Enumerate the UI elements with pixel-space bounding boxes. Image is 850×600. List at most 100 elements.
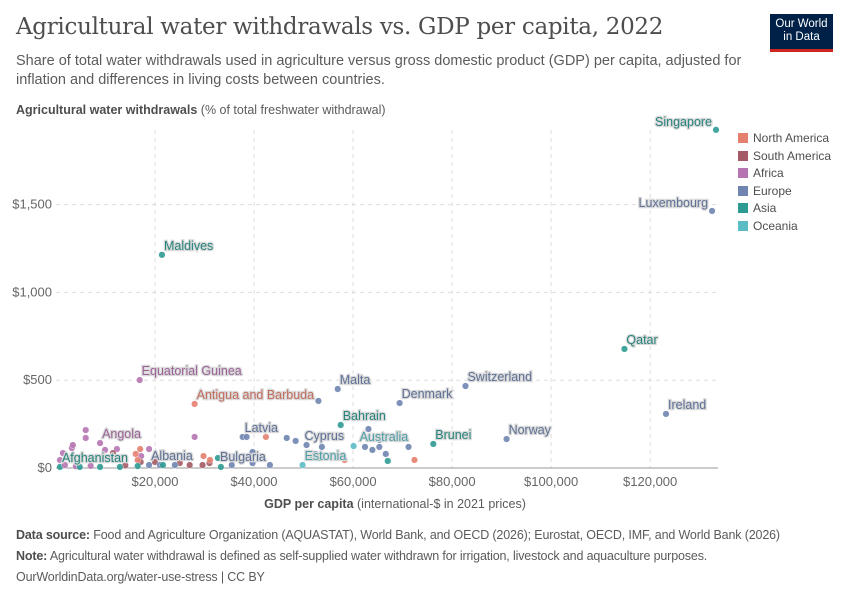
data-point (82, 426, 90, 434)
data-point (214, 454, 222, 462)
legend-swatch (738, 221, 748, 231)
data-point (620, 345, 628, 353)
note: Note: Agricultural water withdrawal is d… (16, 549, 707, 563)
data-point (56, 456, 64, 464)
y-axis-label: Agricultural water withdrawals (% of tot… (16, 103, 386, 117)
legend-item[interactable]: Africa (738, 166, 784, 180)
data-point (145, 461, 153, 469)
data-point (368, 446, 376, 454)
legend-swatch (738, 168, 748, 179)
point-label: Angola (102, 427, 141, 441)
y-axis-label-bold: Agricultural water withdrawals (16, 103, 198, 117)
data-point (384, 457, 392, 465)
point-label: Norway (509, 423, 552, 437)
x-tick-label: $120,000 (623, 474, 677, 489)
data-point (396, 399, 404, 407)
data-point (59, 449, 67, 457)
data-point (217, 463, 225, 471)
data-point (158, 251, 166, 259)
point-label: Denmark (402, 387, 453, 401)
legend-swatch (738, 133, 748, 143)
data-point (364, 425, 372, 433)
point-label: Brunei (435, 428, 471, 442)
data-point (375, 436, 383, 444)
data-point (303, 441, 311, 449)
point-label: Afghanistan (62, 451, 128, 465)
data-point (405, 443, 413, 451)
legend-label: Europe (753, 183, 792, 198)
source-link[interactable]: OurWorldinData.org/water-use-stress | CC… (16, 570, 265, 584)
source-label: Data source: (16, 528, 90, 542)
point-label: Singapore (655, 115, 712, 129)
data-point (134, 456, 142, 464)
point-label: Albania (151, 449, 193, 463)
x-axis-label-bold: GDP per capita (264, 497, 354, 511)
data-point (299, 461, 307, 469)
note-text: Agricultural water withdrawal is defined… (49, 549, 708, 563)
x-tick-label: $80,000 (429, 474, 476, 489)
data-point (262, 433, 270, 441)
data-point (315, 454, 323, 462)
legend-item[interactable]: Oceania (738, 219, 798, 233)
data-point (410, 456, 418, 464)
x-tick-label: $60,000 (330, 474, 377, 489)
x-axis-label-unit: (international-$ in 2021 prices) (357, 497, 526, 511)
point-label: Luxembourg (639, 196, 709, 210)
y-tick-label: $1,500 (12, 197, 52, 212)
data-point (82, 434, 90, 442)
data-point (96, 439, 104, 447)
y-axis-label-unit: (% of total freshwater withdrawal) (200, 103, 386, 117)
data-point (96, 463, 104, 471)
data-point (708, 207, 716, 215)
point-label: Maldives (164, 239, 213, 253)
legend-item[interactable]: North America (738, 131, 829, 145)
x-axis-label: GDP per capita (international-$ in 2021 … (0, 497, 790, 511)
y-tick-label: $0 (38, 460, 52, 475)
legend-swatch (738, 185, 748, 196)
data-point (249, 459, 257, 467)
data-point (429, 440, 437, 448)
point-label: Australia (360, 430, 409, 444)
legend-label: North America (753, 131, 830, 145)
note-label: Note: (16, 549, 48, 563)
y-tick-label: $500 (23, 372, 52, 387)
legend-item[interactable]: Europe (738, 184, 792, 198)
logo-line-2: in Data (783, 31, 820, 43)
point-label: Latvia (245, 421, 278, 435)
x-tick-label: $100,000 (524, 474, 578, 489)
data-point (382, 450, 390, 458)
x-tick-label: $20,000 (132, 474, 179, 489)
data-point (191, 400, 199, 408)
legend-swatch (738, 150, 748, 161)
data-point (101, 446, 109, 454)
chart-subtitle: Share of total water withdrawals used in… (16, 53, 742, 88)
data-point (341, 456, 349, 464)
data-point (249, 448, 257, 456)
data-point (136, 445, 144, 453)
data-point (308, 454, 316, 462)
owid-logo[interactable]: Our World in Data (770, 14, 833, 52)
logo-line-1: Our World (775, 18, 828, 30)
data-point (712, 126, 720, 134)
data-point (109, 449, 117, 457)
data-point (375, 443, 383, 451)
legend-label: South America (753, 148, 832, 163)
data-point (200, 452, 208, 460)
data-point (503, 435, 511, 443)
data-point (318, 443, 326, 451)
data-point (337, 421, 345, 429)
data-point (266, 461, 274, 469)
legend-item[interactable]: South America (738, 149, 831, 163)
data-point (186, 461, 194, 469)
data-point (159, 461, 167, 469)
legend-item[interactable]: Asia (738, 201, 776, 215)
point-label: Cyprus (305, 429, 345, 443)
data-point (136, 376, 144, 384)
data-point (314, 397, 322, 405)
data-point (134, 462, 142, 470)
data-point (334, 385, 342, 393)
legend-swatch (738, 203, 748, 214)
data-point (76, 463, 84, 471)
data-point (145, 445, 153, 453)
